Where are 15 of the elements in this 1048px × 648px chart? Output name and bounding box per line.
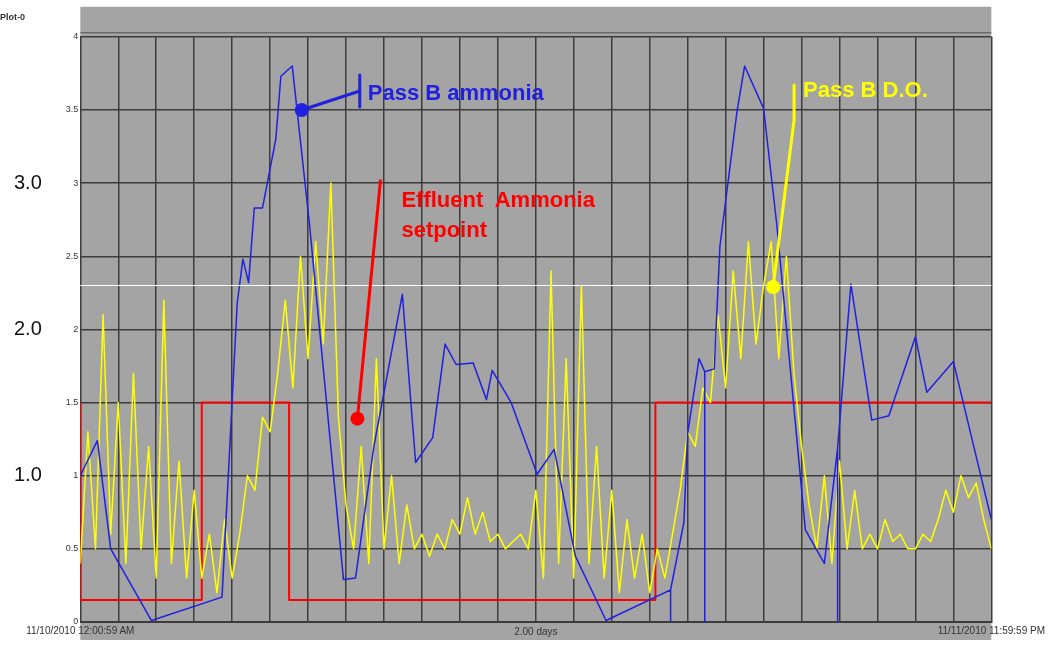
y2-tick-label: 2.0	[13, 316, 42, 339]
y2-tick-label: 3.0	[13, 170, 42, 193]
y-tick-label: 0.5	[65, 543, 79, 554]
y-tick-label: 4	[73, 31, 79, 42]
y-tick-label: 1	[73, 470, 79, 481]
x-axis-title: 2.00 days	[514, 625, 558, 637]
y2-tick-label: 1.0	[13, 463, 42, 486]
y-tick-label: 0	[73, 616, 79, 627]
chart-title: Plot-0	[0, 11, 26, 22]
y-tick-label: 3.5	[65, 104, 79, 115]
x-tick-label: 11/11/2010 11:59:59 PM	[937, 624, 1045, 636]
y-tick-label: 3	[73, 177, 79, 188]
y-tick-label: 2.5	[65, 250, 79, 261]
y-tick-label: 1.5	[65, 397, 79, 408]
y-tick-label: 2	[73, 323, 79, 334]
